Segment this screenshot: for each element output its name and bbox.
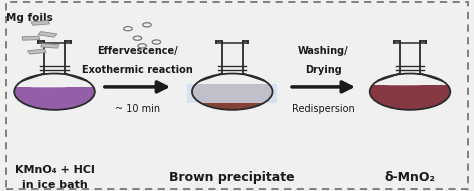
Text: in ice bath: in ice bath bbox=[22, 180, 87, 190]
Text: Washing/: Washing/ bbox=[298, 46, 349, 56]
Ellipse shape bbox=[386, 84, 422, 86]
Bar bbox=[187, 67, 277, 103]
Text: Brown precipitate: Brown precipitate bbox=[169, 171, 295, 184]
Text: Mg foils: Mg foils bbox=[6, 13, 53, 23]
Bar bbox=[9, 64, 100, 87]
Text: δ-MnO₂: δ-MnO₂ bbox=[384, 171, 436, 184]
Bar bbox=[44, 41, 65, 74]
Text: Effervescence/: Effervescence/ bbox=[97, 46, 178, 56]
Text: Redispersion: Redispersion bbox=[292, 104, 355, 114]
Text: Exothermic reaction: Exothermic reaction bbox=[82, 66, 193, 75]
Bar bbox=[222, 41, 243, 74]
Bar bbox=[187, 64, 277, 84]
Text: ~ 10 min: ~ 10 min bbox=[115, 104, 160, 114]
Polygon shape bbox=[27, 49, 46, 54]
Polygon shape bbox=[38, 32, 57, 37]
Text: KMnO₄ + HCl: KMnO₄ + HCl bbox=[15, 165, 94, 175]
Polygon shape bbox=[41, 44, 59, 48]
Ellipse shape bbox=[370, 74, 450, 110]
Ellipse shape bbox=[30, 87, 66, 88]
Ellipse shape bbox=[14, 74, 95, 110]
Ellipse shape bbox=[192, 74, 273, 110]
Bar bbox=[365, 64, 455, 85]
Bar bbox=[400, 41, 420, 74]
Polygon shape bbox=[22, 36, 40, 40]
Polygon shape bbox=[31, 20, 49, 25]
Ellipse shape bbox=[192, 74, 273, 110]
Text: Drying: Drying bbox=[305, 66, 342, 75]
